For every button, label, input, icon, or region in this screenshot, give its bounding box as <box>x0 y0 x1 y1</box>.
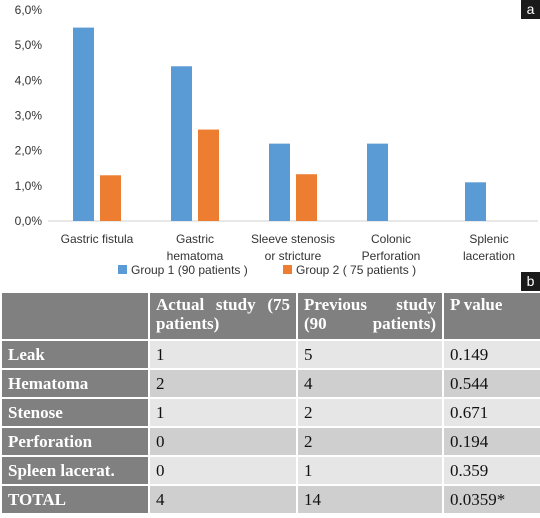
legend-label-1: Group 1 (90 patients ) <box>131 263 248 277</box>
bar-2 <box>296 174 317 221</box>
cell-p-value: 0.194 <box>442 426 540 457</box>
row-label: TOTAL <box>0 484 150 515</box>
y-tick-label: 3,0% <box>15 109 43 123</box>
results-table-panel: Actual study (75 patients) Previous stud… <box>0 291 540 518</box>
legend-swatch-2 <box>283 265 292 274</box>
x-tick-label: Gastric fistula <box>61 232 134 246</box>
cell-actual: 0 <box>148 426 298 457</box>
y-tick-label: 0,0% <box>15 214 43 228</box>
x-tick-label: Colonic <box>371 232 411 246</box>
bar-1 <box>367 143 388 221</box>
bar-1 <box>73 27 94 222</box>
table-row: Stenose 1 2 0.671 <box>0 397 540 428</box>
table-header-row: Actual study (75 patients) Previous stud… <box>0 291 540 341</box>
bar-1 <box>465 182 486 221</box>
header-actual-study: Actual study (75 patients) <box>148 291 298 341</box>
y-tick-label: 2,0% <box>15 144 43 158</box>
bar-1 <box>171 66 192 222</box>
cell-actual: 4 <box>148 484 298 515</box>
cell-previous: 4 <box>296 368 444 399</box>
header-corner <box>0 291 150 341</box>
cell-previous: 1 <box>296 455 444 486</box>
cell-p-value: 0.671 <box>442 397 540 428</box>
chart-panel: 0,0% 1,0% 2,0% 3,0% 4,0% 5,0% 6,0% Gastric fist… <box>14 0 540 277</box>
x-tick-label: or stricture <box>265 249 322 263</box>
table-row: Leak 1 5 0.149 <box>0 339 540 370</box>
x-tick-label: Sleeve stenosis <box>251 232 335 246</box>
row-label: Perforation <box>0 426 150 457</box>
panel-label-b: b <box>521 272 540 291</box>
y-tick-label: 6,0% <box>15 3 43 17</box>
row-label: Spleen lacerat. <box>0 455 150 486</box>
row-label: Hematoma <box>0 368 150 399</box>
x-tick-label: Splenic <box>469 232 508 246</box>
cell-p-value: 0.359 <box>442 455 540 486</box>
bar-chart: 0,0% 1,0% 2,0% 3,0% 4,0% 5,0% 6,0% Gastric fist… <box>15 3 538 277</box>
cell-previous: 2 <box>296 426 444 457</box>
y-tick-label: 4,0% <box>15 73 43 87</box>
header-previous-study: Previous study (90 patients) <box>296 291 444 341</box>
row-label: Leak <box>0 339 150 370</box>
cell-p-value: 0.0359* <box>442 484 540 515</box>
cell-actual: 0 <box>148 455 298 486</box>
x-tick-label: hematoma <box>167 249 224 263</box>
cell-actual: 1 <box>148 397 298 428</box>
bar-2 <box>100 175 121 221</box>
table-row: Hematoma 2 4 0.544 <box>0 368 540 399</box>
panel-label-a: a <box>521 0 540 19</box>
cell-p-value: 0.149 <box>442 339 540 370</box>
bar-2 <box>198 129 219 221</box>
cell-previous: 14 <box>296 484 444 515</box>
row-label: Stenose <box>0 397 150 428</box>
table-row: Perforation 0 2 0.194 <box>0 426 540 457</box>
legend-swatch-1 <box>118 265 127 274</box>
table-row: Spleen lacerat. 0 1 0.359 <box>0 455 540 486</box>
y-tick-label: 5,0% <box>15 38 43 52</box>
cell-p-value: 0.544 <box>442 368 540 399</box>
cell-previous: 5 <box>296 339 444 370</box>
header-p-value: P value <box>442 291 540 341</box>
results-table: Actual study (75 patients) Previous stud… <box>0 291 540 515</box>
cell-actual: 2 <box>148 368 298 399</box>
cell-actual: 1 <box>148 339 298 370</box>
cell-previous: 2 <box>296 397 444 428</box>
legend-label-2: Group 2 ( 75 patients ) <box>296 263 416 277</box>
x-tick-label: Perforation <box>362 249 421 263</box>
bar-1 <box>269 143 290 221</box>
x-tick-label: laceration <box>463 249 515 263</box>
x-tick-label: Gastric <box>176 232 214 246</box>
table-row: TOTAL 4 14 0.0359* <box>0 484 540 515</box>
y-tick-label: 1,0% <box>15 179 43 193</box>
